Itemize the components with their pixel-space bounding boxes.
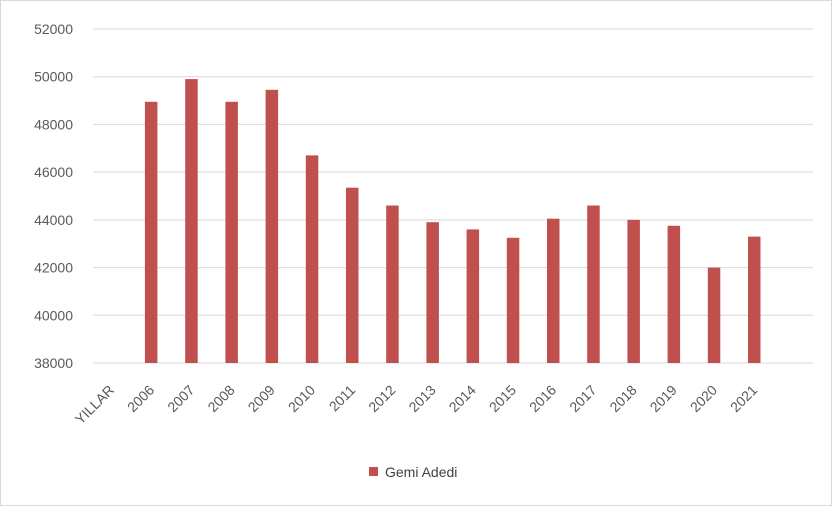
x-tick-label: 2014 bbox=[446, 382, 479, 415]
y-tick-label: 46000 bbox=[34, 164, 73, 180]
bar-2019 bbox=[667, 225, 681, 363]
x-tick-label: 2011 bbox=[326, 382, 359, 415]
x-tick-label: 2015 bbox=[486, 382, 519, 415]
x-tick-label: 2021 bbox=[727, 382, 760, 415]
y-axis-ticks: 38000 40000 42000 44000 46000 48000 50000 52000 bbox=[34, 21, 73, 371]
bar-2020 bbox=[707, 267, 721, 363]
bar-2008 bbox=[225, 101, 238, 364]
legend: Gemi Adedi bbox=[369, 464, 457, 480]
x-tick-label: 2012 bbox=[365, 382, 398, 415]
bar-2016 bbox=[547, 218, 560, 363]
legend-swatch bbox=[369, 467, 378, 476]
x-tick-label: 2020 bbox=[687, 382, 720, 415]
bar-2006 bbox=[144, 101, 158, 364]
x-tick-label: 2019 bbox=[647, 382, 680, 415]
y-tick-label: 44000 bbox=[34, 212, 73, 228]
bar-2011 bbox=[346, 187, 359, 363]
bar-2013 bbox=[426, 222, 439, 363]
x-tick-label: YILLAR bbox=[72, 382, 117, 427]
y-tick-label: 40000 bbox=[34, 307, 73, 323]
x-tick-label: 2010 bbox=[285, 382, 318, 415]
x-tick-label: 2018 bbox=[606, 382, 639, 415]
y-tick-label: 48000 bbox=[34, 116, 73, 132]
x-tick-label: 2016 bbox=[526, 382, 559, 415]
bar-2012 bbox=[386, 205, 399, 363]
y-tick-label: 52000 bbox=[34, 21, 73, 37]
bar-2010 bbox=[305, 155, 319, 363]
bar-2015 bbox=[506, 237, 520, 364]
legend-label: Gemi Adedi bbox=[385, 464, 457, 480]
x-tick-label: 2007 bbox=[164, 382, 197, 415]
y-tick-label: 50000 bbox=[34, 69, 73, 85]
y-tick-label: 38000 bbox=[34, 355, 73, 371]
x-tick-label: 2006 bbox=[124, 382, 157, 415]
bar-2018 bbox=[627, 219, 640, 363]
bar-2021 bbox=[748, 236, 761, 363]
x-tick-label: 2008 bbox=[204, 382, 237, 415]
x-tick-label: 2009 bbox=[245, 382, 278, 415]
bar-series bbox=[144, 79, 761, 364]
x-tick-label: 2017 bbox=[566, 382, 599, 415]
x-tick-label: 2013 bbox=[405, 382, 438, 415]
y-tick-label: 42000 bbox=[34, 260, 73, 276]
x-axis-ticks: YILLAR 2006 2007 2008 2009 2010 2011 2012 2013 20… bbox=[72, 382, 761, 428]
bar-2007 bbox=[185, 79, 198, 363]
bar-2014 bbox=[466, 229, 480, 363]
bar-2017 bbox=[587, 205, 600, 363]
gridlines bbox=[93, 28, 813, 364]
bar-2009 bbox=[265, 89, 279, 364]
